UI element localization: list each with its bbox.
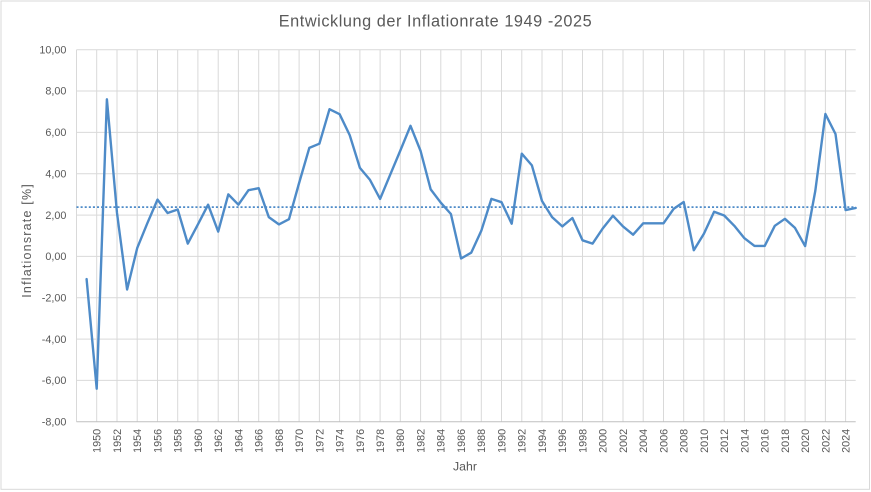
- svg-text:2024: 2024: [841, 429, 853, 453]
- svg-text:2016: 2016: [760, 429, 772, 453]
- svg-text:8,00: 8,00: [45, 86, 66, 98]
- svg-text:2006: 2006: [658, 429, 670, 453]
- svg-text:2002: 2002: [618, 429, 630, 453]
- svg-text:1992: 1992: [517, 429, 529, 453]
- svg-text:1996: 1996: [557, 429, 569, 453]
- svg-text:2014: 2014: [739, 429, 751, 453]
- svg-text:-8,00: -8,00: [42, 417, 67, 429]
- svg-text:1980: 1980: [395, 429, 407, 453]
- svg-text:1988: 1988: [476, 429, 488, 453]
- svg-text:1970: 1970: [294, 429, 306, 453]
- svg-text:1958: 1958: [173, 429, 185, 453]
- svg-text:1978: 1978: [375, 429, 387, 453]
- svg-text:2012: 2012: [719, 429, 731, 453]
- svg-text:2020: 2020: [800, 429, 812, 453]
- svg-text:1990: 1990: [496, 429, 508, 453]
- svg-text:2000: 2000: [598, 429, 610, 453]
- svg-text:1984: 1984: [436, 429, 448, 453]
- svg-text:1964: 1964: [233, 429, 245, 453]
- svg-text:1950: 1950: [92, 429, 104, 453]
- svg-text:1976: 1976: [355, 429, 367, 453]
- svg-text:1960: 1960: [193, 429, 205, 453]
- svg-text:Entwicklung der Inflationrate: Entwicklung der Inflationrate 1949 -2025: [279, 12, 592, 30]
- svg-text:4,00: 4,00: [45, 168, 66, 180]
- svg-text:2004: 2004: [638, 429, 650, 453]
- svg-text:1986: 1986: [456, 429, 468, 453]
- svg-text:6,00: 6,00: [45, 127, 66, 139]
- svg-text:2,00: 2,00: [45, 210, 66, 222]
- svg-text:1968: 1968: [274, 429, 286, 453]
- svg-text:1966: 1966: [254, 429, 266, 453]
- svg-text:10,00: 10,00: [39, 44, 66, 56]
- svg-text:1952: 1952: [112, 429, 124, 453]
- svg-text:-6,00: -6,00: [42, 375, 67, 387]
- svg-text:0,00: 0,00: [45, 251, 66, 263]
- svg-text:2022: 2022: [820, 429, 832, 453]
- svg-text:1972: 1972: [314, 429, 326, 453]
- svg-text:1998: 1998: [577, 429, 589, 453]
- svg-text:1974: 1974: [335, 429, 347, 453]
- svg-text:2008: 2008: [679, 429, 691, 453]
- svg-text:1954: 1954: [132, 429, 144, 453]
- svg-text:1962: 1962: [213, 429, 225, 453]
- svg-text:1994: 1994: [537, 429, 549, 453]
- svg-text:Jahr: Jahr: [453, 460, 477, 474]
- svg-text:2010: 2010: [699, 429, 711, 453]
- svg-text:-4,00: -4,00: [42, 334, 67, 346]
- svg-text:Inflationsrate [%]: Inflationsrate [%]: [20, 183, 34, 298]
- svg-text:1982: 1982: [416, 429, 428, 453]
- svg-text:2018: 2018: [780, 429, 792, 453]
- svg-text:-2,00: -2,00: [42, 292, 67, 304]
- svg-text:1956: 1956: [152, 429, 164, 453]
